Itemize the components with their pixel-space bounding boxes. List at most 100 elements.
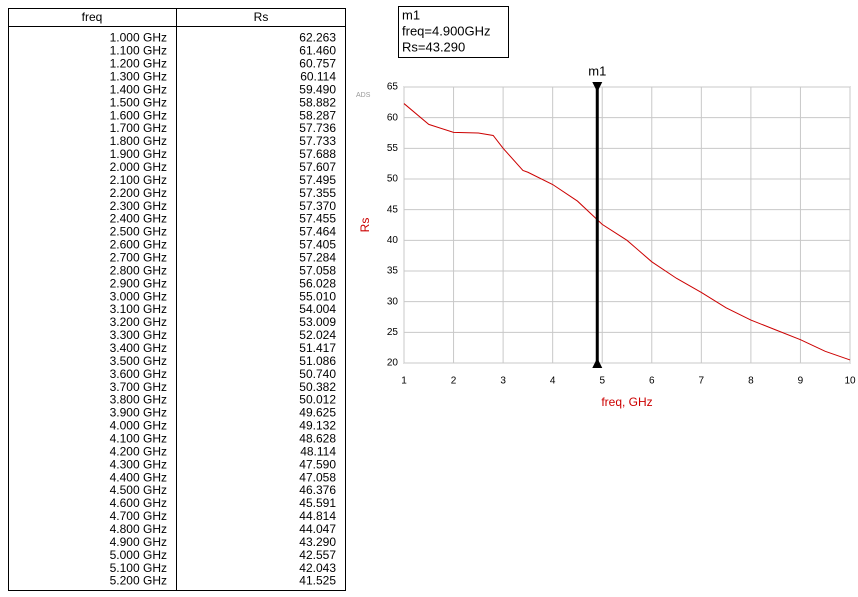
table-cell: 5.200 GHz — [110, 574, 167, 588]
marker-name: m1 — [588, 63, 606, 78]
table-cell: 57.688 — [299, 147, 336, 161]
table-cell: 2.600 GHz — [110, 238, 167, 252]
table-cell: 4.800 GHz — [110, 522, 167, 536]
y-tick-label: 45 — [387, 204, 399, 215]
table-cell: 49.625 — [299, 406, 336, 420]
table-cell: 50.012 — [299, 393, 336, 407]
table-cell: 41.525 — [299, 574, 336, 588]
x-tick-label: 1 — [401, 376, 407, 387]
table-cell: 60.114 — [300, 69, 336, 83]
table-cell: 1.300 GHz — [110, 69, 167, 83]
table-cell: 57.355 — [299, 186, 336, 200]
table-cell: 4.900 GHz — [110, 535, 167, 549]
table-cell: 3.500 GHz — [110, 354, 167, 368]
table-cell: 2.200 GHz — [110, 186, 167, 200]
corner-label: ADS — [356, 92, 371, 99]
table-cell: 2.900 GHz — [110, 276, 167, 290]
table-cell: 4.100 GHz — [110, 432, 167, 446]
marker-readout: Rs=43.290 — [402, 39, 465, 54]
table-cell: 3.100 GHz — [110, 302, 167, 316]
x-tick-label: 9 — [798, 376, 804, 387]
table-cell: 56.028 — [299, 276, 336, 290]
table-cell: 47.590 — [299, 457, 336, 471]
table-cell: 1.100 GHz — [110, 44, 167, 58]
table-cell: 3.000 GHz — [110, 289, 167, 303]
table-cell: 44.047 — [299, 522, 336, 536]
table-cell: 2.800 GHz — [110, 263, 167, 277]
table-cell: 2.500 GHz — [110, 225, 167, 239]
marker-readout-box — [398, 6, 509, 58]
table-cell: 46.376 — [299, 483, 336, 497]
table-cell: 1.500 GHz — [110, 95, 167, 109]
table-cell: 4.500 GHz — [110, 483, 167, 497]
table-cell: 58.287 — [299, 108, 336, 122]
table-cell: 62.263 — [299, 31, 336, 45]
table-cell: 1.600 GHz — [110, 108, 167, 122]
table-cell: 5.000 GHz — [110, 548, 167, 562]
table-cell: 3.800 GHz — [110, 393, 167, 407]
table-cell: 48.628 — [299, 432, 336, 446]
x-tick-label: 8 — [748, 376, 754, 387]
table-header: Rs — [254, 10, 269, 24]
x-tick-label: 10 — [844, 376, 856, 387]
table-cell: 3.300 GHz — [110, 328, 167, 342]
table-cell: 59.490 — [299, 82, 336, 96]
table-cell: 3.600 GHz — [110, 367, 167, 381]
table-cell: 4.400 GHz — [110, 470, 167, 484]
table-cell: 61.460 — [299, 44, 336, 58]
y-tick-label: 40 — [387, 235, 399, 246]
table-cell: 44.814 — [299, 509, 336, 523]
table-cell: 3.200 GHz — [110, 315, 167, 329]
table-cell: 3.900 GHz — [110, 406, 167, 420]
table-cell: 48.114 — [300, 444, 336, 458]
x-tick-label: 4 — [550, 376, 556, 387]
table-cell: 2.400 GHz — [110, 212, 167, 226]
table-cell: 3.400 GHz — [110, 341, 167, 355]
table-cell: 57.455 — [299, 212, 336, 226]
table-cell: 42.043 — [299, 561, 336, 575]
table-cell: 43.290 — [299, 535, 336, 549]
table-cell: 52.024 — [299, 328, 336, 342]
y-tick-label: 55 — [387, 143, 399, 154]
y-tick-label: 60 — [387, 112, 399, 123]
table-cell: 51.086 — [299, 354, 336, 368]
plot-frame — [403, 86, 851, 364]
table-cell: 57.736 — [299, 121, 336, 135]
table-cell: 57.607 — [299, 160, 336, 174]
marker-arrow-bottom — [592, 358, 603, 368]
table-cell: 57.405 — [299, 238, 336, 252]
table-cell: 1.700 GHz — [110, 121, 167, 135]
x-tick-label: 6 — [649, 376, 655, 387]
x-tick-label: 3 — [500, 376, 506, 387]
table-cell: 1.900 GHz — [110, 147, 167, 161]
table-cell: 1.200 GHz — [110, 57, 167, 71]
table-cell: 3.700 GHz — [110, 380, 167, 394]
data-line — [403, 103, 851, 361]
table-cell: 50.382 — [299, 380, 336, 394]
table-cell: 2.300 GHz — [110, 199, 167, 213]
table-cell: 4.700 GHz — [110, 509, 167, 523]
table-cell: 58.882 — [299, 95, 336, 109]
table-cell: 51.417 — [299, 341, 336, 355]
y-tick-label: 30 — [387, 296, 399, 307]
table-cell: 57.495 — [299, 173, 336, 187]
y-axis-label: Rs — [358, 218, 372, 233]
table-cell: 55.010 — [299, 289, 336, 303]
table-cell: 1.800 GHz — [110, 134, 167, 148]
table-header: freq — [82, 10, 103, 24]
table-cell: 2.100 GHz — [110, 173, 167, 187]
table-cell: 2.000 GHz — [110, 160, 167, 174]
y-tick-label: 50 — [387, 174, 399, 185]
table-cell: 49.132 — [299, 419, 336, 433]
y-tick-label: 65 — [387, 82, 399, 93]
marker-readout: m1 — [402, 7, 420, 22]
x-tick-label: 7 — [699, 376, 705, 387]
marker-readout: freq=4.900GHz — [402, 23, 491, 38]
table-cell: 4.200 GHz — [110, 444, 167, 458]
table-cell: 2.700 GHz — [110, 250, 167, 264]
table-cell: 57.733 — [299, 134, 336, 148]
x-tick-label: 5 — [599, 376, 605, 387]
x-tick-label: 2 — [451, 376, 457, 387]
